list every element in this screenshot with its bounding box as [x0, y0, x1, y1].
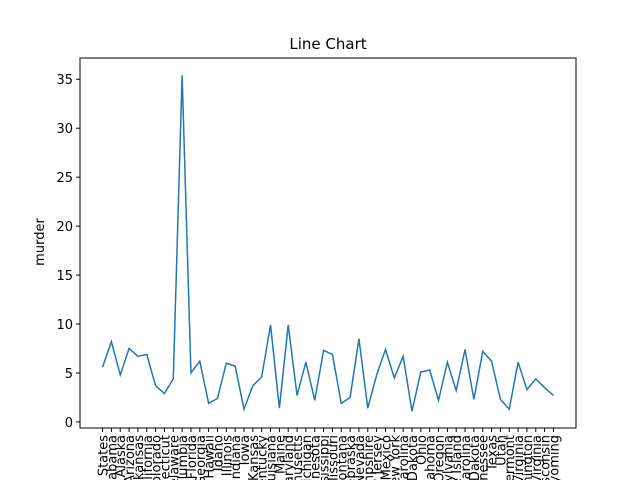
- x-tick-label: Utah: [494, 435, 509, 466]
- x-tick-label: Oklahoma: [424, 435, 439, 480]
- x-tick-label: Mississippi: [318, 435, 333, 480]
- x-tick-label: Hawaii: [203, 435, 218, 479]
- x-tick-label: Rhode Island: [450, 435, 465, 480]
- x-tick-label: Georgia: [194, 435, 209, 480]
- x-tick-label: West Virginia: [530, 435, 545, 480]
- y-tick-label: 20: [56, 220, 73, 235]
- y-tick-label: 30: [56, 122, 73, 137]
- x-tick-label: Ohio: [415, 435, 430, 465]
- x-tick-label: Wisconsin: [539, 435, 554, 480]
- x-tick-label: South Dakota: [468, 435, 483, 480]
- x-tick-label: Nebraska: [344, 435, 359, 480]
- x-tick-label: North Dakota: [406, 435, 421, 480]
- x-tick-label: Tennessee: [477, 435, 492, 480]
- y-tick-label: 5: [65, 367, 73, 382]
- axes-frame: [79, 57, 577, 429]
- x-tick-label: Florida: [185, 435, 200, 479]
- x-tick-label: California: [141, 435, 156, 480]
- x-tick-label: North Carolina: [397, 435, 412, 480]
- x-tick-label: Idaho: [211, 435, 226, 471]
- x-tick-label: New York: [388, 435, 403, 480]
- x-tick-label: New Mexico: [379, 435, 394, 480]
- x-tick-label: Arizona: [123, 435, 138, 480]
- x-tick-label: United States: [97, 435, 112, 480]
- x-tick-label: Montana: [335, 435, 350, 480]
- y-tick-label: 10: [56, 318, 73, 333]
- x-tick-label: Alabama: [105, 435, 120, 480]
- x-tick-label: Colorado: [150, 435, 165, 480]
- x-tick-label: Vermont: [503, 435, 518, 480]
- x-tick-label: New Hampshire: [362, 435, 377, 480]
- x-tick-label: Massachusetts: [291, 435, 306, 480]
- x-tick-label: Michigan: [300, 435, 315, 480]
- y-tick-label: 35: [56, 73, 73, 88]
- x-tick-label: Washington: [521, 435, 536, 480]
- x-tick-label: Missouri: [326, 435, 341, 480]
- x-tick-label: Nevada: [353, 435, 368, 480]
- x-tick-label: District of Columbia: [176, 435, 191, 480]
- x-tick-label: Minnesota: [309, 435, 324, 480]
- x-tick-label: Virginia: [512, 435, 527, 480]
- x-tick-label: South Carolina: [459, 435, 474, 480]
- x-tick-label: Connecticut: [158, 435, 173, 480]
- x-tick-label: Alaska: [114, 435, 129, 478]
- x-tick-label: Oregon: [433, 435, 448, 480]
- x-tick-label: Indiana: [229, 435, 244, 480]
- x-tick-label: Illinois: [220, 435, 235, 476]
- x-tick-label: Maine: [273, 435, 288, 474]
- x-tick-label: Arkansas: [132, 435, 147, 480]
- data-line: [101, 75, 554, 412]
- y-tick-label: 15: [56, 269, 73, 284]
- x-tick-label: Maryland: [282, 435, 297, 480]
- x-tick-label: Kansas: [247, 435, 262, 480]
- x-tick-label: Texas: [486, 435, 501, 472]
- x-tick-label: Iowa: [238, 435, 253, 465]
- x-tick-label: Delaware: [167, 435, 182, 480]
- y-tick-label: 25: [56, 171, 73, 186]
- x-tick-label: Louisiana: [265, 435, 280, 480]
- y-axis-label: murder: [33, 218, 48, 266]
- x-tick-label: New Jersey: [371, 435, 386, 480]
- x-tick-label: Kentucky: [256, 435, 271, 480]
- x-tick-label: Wyoming: [547, 435, 562, 480]
- x-tick-label: Pennsylvania: [441, 435, 456, 480]
- chart-title: Line Chart: [289, 35, 366, 53]
- y-tick-label: 0: [65, 416, 73, 431]
